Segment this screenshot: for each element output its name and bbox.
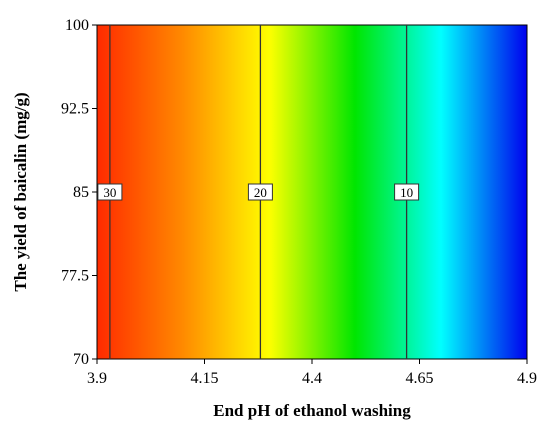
y-tick-label: 100 — [65, 17, 89, 34]
contour-label-box — [394, 183, 420, 201]
x-axis: 3.9 4.15 4.4 4.65 4.9 — [87, 359, 537, 387]
x-tick-label: 4.65 — [406, 370, 434, 387]
contour-label-box — [97, 183, 123, 201]
contour-label-box — [247, 183, 273, 201]
y-axis-title: The yield of baicalin (mg/g) — [11, 92, 30, 291]
y-axis: 70 77.5 85 92.5 100 — [61, 17, 97, 368]
contour-label: 30 — [103, 185, 116, 200]
x-tick-label: 4.4 — [302, 370, 322, 387]
y-tick-label: 85 — [73, 184, 89, 201]
x-tick-label: 3.9 — [87, 370, 107, 387]
x-tick-label: 4.9 — [517, 370, 537, 387]
plot-area-fill — [97, 25, 527, 359]
contour-lines: 30 20 10 — [97, 25, 420, 359]
x-tick-label: 4.15 — [191, 370, 219, 387]
x-axis-title: End pH of ethanol washing — [213, 401, 411, 420]
y-tick-label: 77.5 — [61, 268, 89, 285]
contour-label: 20 — [254, 185, 267, 200]
contour-label: 10 — [400, 185, 413, 200]
y-tick-label: 92.5 — [61, 101, 89, 118]
y-tick-label: 70 — [73, 351, 89, 368]
